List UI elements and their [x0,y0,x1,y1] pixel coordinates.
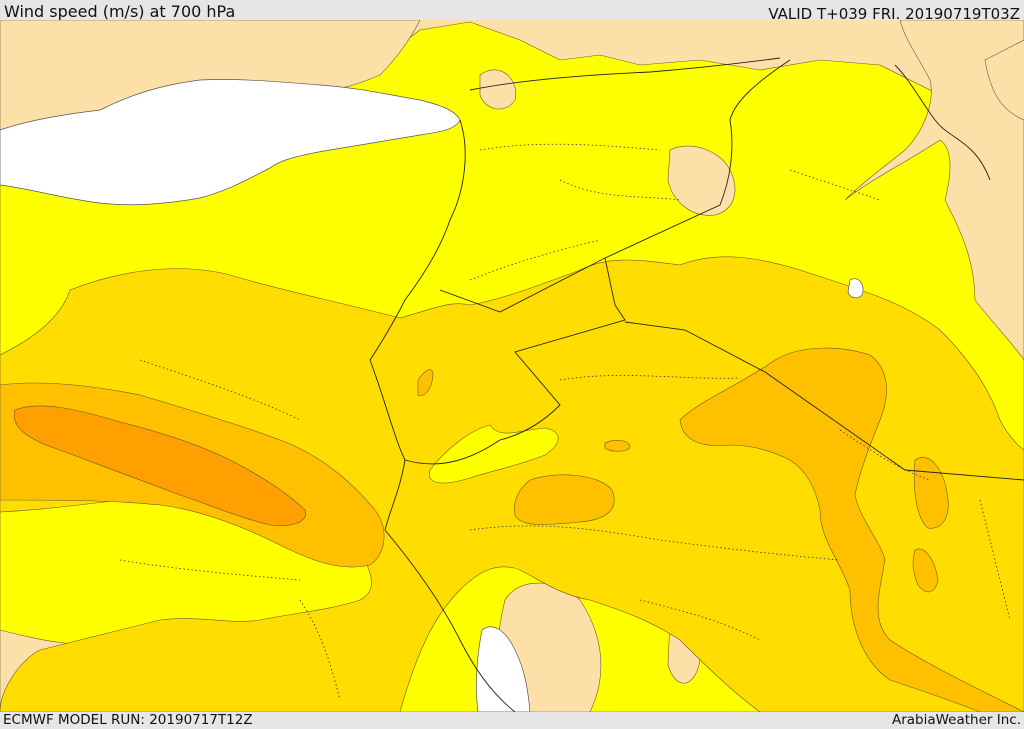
valid-time-label: VALID T+039 FRI. 20190719T03Z [768,5,1020,23]
country-borders [369,57,1024,712]
mediterranean-sea [0,79,461,206]
lake-van [847,278,864,299]
map-header: Wind speed (m/s) at 700 hPa VALID T+039 … [0,0,1024,23]
map-footer: ECMWF MODEL RUN: 20190717T12Z ArabiaWeat… [0,712,1024,729]
band-high-patch-5 [417,369,434,396]
band-high-patch-1 [514,474,615,525]
wind-speed-map [0,20,1024,712]
band-high-patch-3 [912,548,939,593]
province-borders [119,143,1011,701]
model-run-label: ECMWF MODEL RUN: 20190717T12Z [3,712,253,728]
band-highest [13,405,307,527]
red-sea-gulf [476,626,531,712]
band-lowest-patch-4 [479,69,517,110]
band-lowest-patch-2 [667,145,736,216]
map-canvas [0,20,1024,712]
band-low-patch-1 [429,424,559,484]
band-high-patch-2 [913,457,949,529]
credit-label: ArabiaWeather Inc. [891,712,1021,728]
map-title: Wind speed (m/s) at 700 hPa [4,2,236,21]
band-high-patch-4 [604,439,631,452]
band-high-east [679,347,1024,712]
band-lowest-patch-3 [844,20,1024,361]
